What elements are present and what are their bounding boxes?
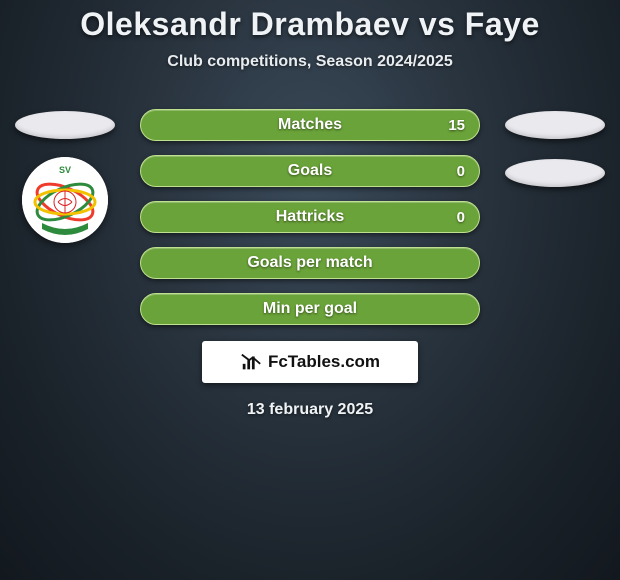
page-title: Oleksandr Drambaev vs Faye xyxy=(0,6,620,43)
club-logo-top-text: SV xyxy=(59,165,71,175)
left-placeholder-ellipse xyxy=(15,111,115,139)
bar-chart-icon xyxy=(240,351,262,373)
stat-row-goals-per-match: Goals per match xyxy=(140,247,480,279)
stat-label: Goals per match xyxy=(247,254,372,272)
brand-text: FcTables.com xyxy=(268,352,380,372)
stat-value-right: 15 xyxy=(448,117,465,134)
stat-value-right: 0 xyxy=(457,163,465,180)
stat-value-right: 0 xyxy=(457,209,465,226)
stat-label: Hattricks xyxy=(276,208,344,226)
stat-row-hattricks: Hattricks 0 xyxy=(140,201,480,233)
left-column: SV xyxy=(0,109,130,243)
stat-row-matches: Matches 15 xyxy=(140,109,480,141)
card-content: Oleksandr Drambaev vs Faye Club competit… xyxy=(0,0,620,580)
right-placeholder-ellipse-1 xyxy=(505,111,605,139)
stat-label: Matches xyxy=(278,116,342,134)
stats-block: SV Matches 15 xyxy=(0,109,620,325)
stat-row-goals: Goals 0 xyxy=(140,155,480,187)
date-text: 13 february 2025 xyxy=(0,401,620,419)
stat-label: Goals xyxy=(288,162,332,180)
left-club-logo: SV xyxy=(22,157,108,243)
brand-box[interactable]: FcTables.com xyxy=(202,341,418,383)
right-column xyxy=(490,109,620,187)
club-logo-svg: SV xyxy=(22,157,108,243)
stat-label: Min per goal xyxy=(263,300,357,318)
subtitle: Club competitions, Season 2024/2025 xyxy=(0,53,620,71)
right-placeholder-ellipse-2 xyxy=(505,159,605,187)
stat-row-min-per-goal: Min per goal xyxy=(140,293,480,325)
